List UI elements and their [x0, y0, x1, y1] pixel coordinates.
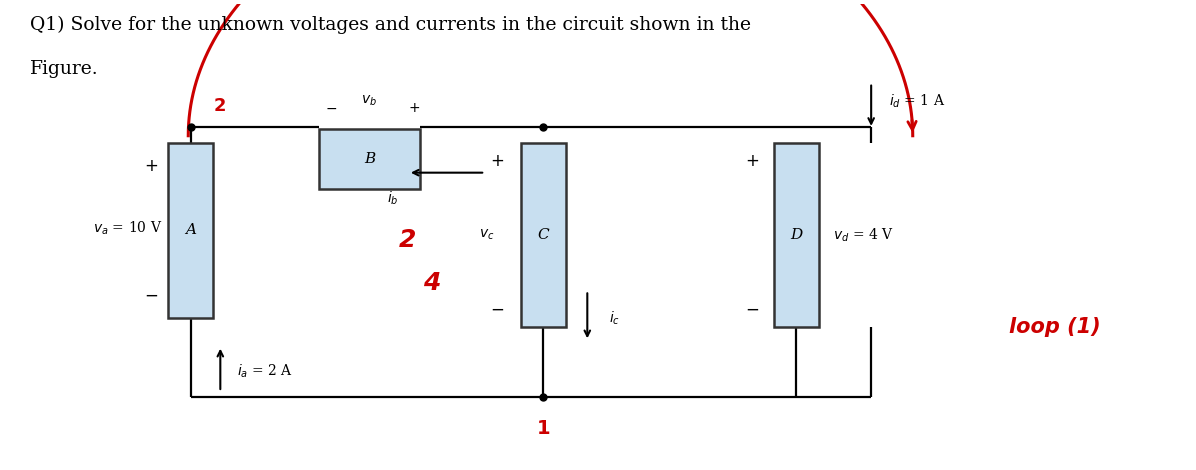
Text: Figure.: Figure. [30, 60, 99, 78]
Text: $-$: $-$ [490, 300, 505, 318]
Text: 2: 2 [399, 227, 416, 251]
Text: $v_a$ = 10 V: $v_a$ = 10 V [93, 219, 163, 237]
Text: D: D [791, 228, 803, 242]
Text: 2: 2 [214, 97, 226, 115]
Text: $i_b$: $i_b$ [388, 189, 399, 207]
Text: $v_d$ = 4 V: $v_d$ = 4 V [834, 226, 893, 244]
Text: $i_d$ = 1 A: $i_d$ = 1 A [889, 93, 945, 110]
Text: C: C [537, 228, 549, 242]
Text: A: A [185, 223, 196, 237]
Bar [520, 143, 566, 327]
Text: $-$: $-$ [745, 300, 759, 318]
Text: $v_c$: $v_c$ [480, 228, 495, 242]
Text: B: B [364, 152, 376, 166]
Text: $i_a$ = 2 A: $i_a$ = 2 A [237, 362, 293, 380]
Text: +: + [408, 101, 420, 115]
Bar [319, 129, 420, 189]
Text: +: + [145, 157, 158, 175]
Text: loop (1): loop (1) [1009, 317, 1102, 337]
Text: 4: 4 [423, 272, 440, 296]
Text: $-$: $-$ [324, 101, 337, 115]
Text: Q1) Solve for the unknown voltages and currents in the circuit shown in the: Q1) Solve for the unknown voltages and c… [30, 16, 751, 34]
Text: $v_b$: $v_b$ [361, 94, 378, 108]
Text: $-$: $-$ [145, 286, 159, 304]
Text: 1: 1 [537, 419, 550, 439]
Text: +: + [490, 152, 504, 170]
Bar [169, 143, 213, 318]
Bar [774, 143, 819, 327]
Text: +: + [745, 152, 759, 170]
Text: $i_c$: $i_c$ [609, 309, 620, 327]
